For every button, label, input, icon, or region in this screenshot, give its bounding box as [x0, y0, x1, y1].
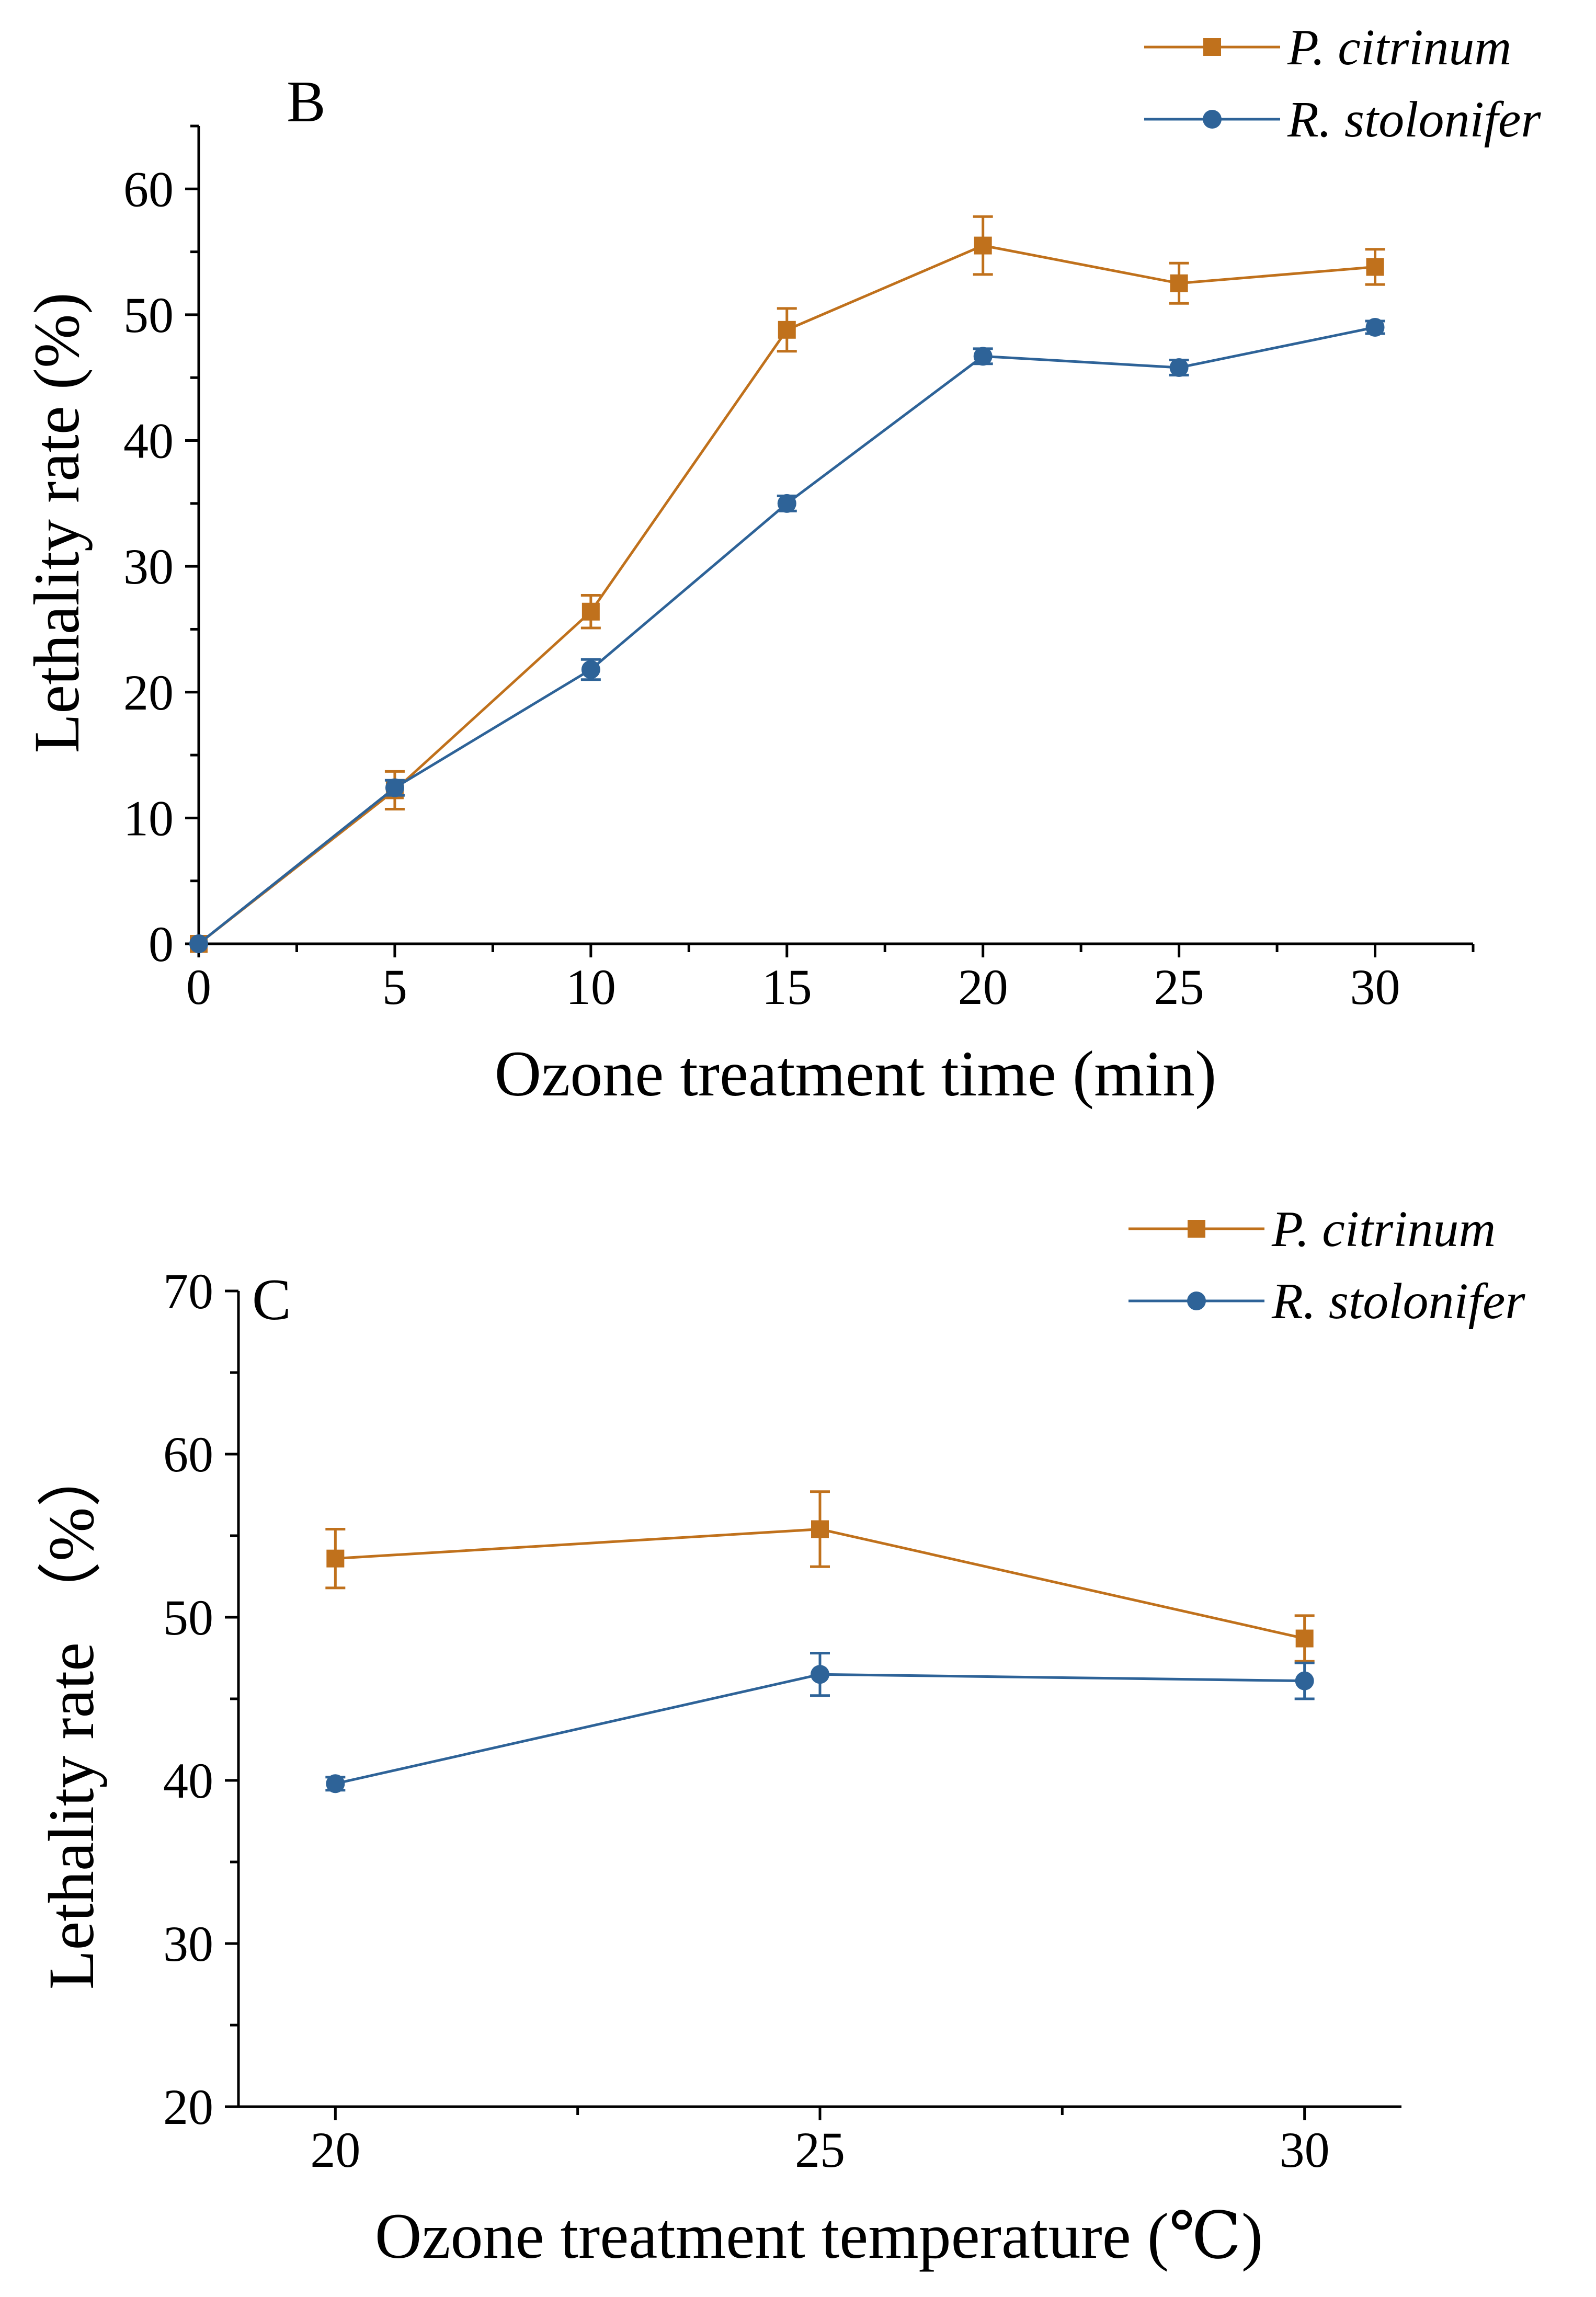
panel-b-y-tick-label: 40: [123, 413, 174, 469]
panel-b-series: [189, 215, 1385, 953]
panel-b-legend-marker-circle: [1203, 110, 1222, 129]
panel-b-data-point-square: [974, 236, 992, 255]
panel-b-legend-label: R. stolonifer: [1287, 92, 1541, 148]
panel-b-data-point-square: [582, 602, 600, 621]
panel-c-x-tick-label: 25: [795, 2122, 845, 2178]
panel-b-y-tick-label: 10: [123, 790, 174, 846]
panel-c-legend-label: R. stolonifer: [1271, 1273, 1525, 1330]
panel-b-y-tick-label: 60: [123, 161, 174, 217]
panel-b-data-point-circle: [189, 934, 208, 953]
panel-b-data-point-square: [1366, 258, 1384, 276]
panel-c-data-point-square: [811, 1520, 829, 1538]
panel-b-data-point-circle: [581, 660, 600, 679]
panel-b-legend-marker-square: [1203, 38, 1221, 56]
panel-c-y-tick-label: 40: [163, 1753, 213, 1809]
panel-c-x-tick-label: 20: [310, 2122, 360, 2178]
panel-c-y-tick-label: 20: [163, 2079, 213, 2135]
panel-c-legend-marker-circle: [1187, 1292, 1206, 1310]
panel-b-data-point-circle: [973, 347, 993, 366]
panel-b-legend: P. citrinum R. stolonifer: [1144, 19, 1541, 148]
panel-b-x-tick-label: 25: [1154, 959, 1204, 1015]
panel-c-legend-label: P. citrinum: [1271, 1201, 1496, 1258]
panel-c-legend: P. citrinum R. stolonifer: [1128, 1201, 1525, 1330]
panel-b-data-point-circle: [385, 778, 404, 797]
panel-b-data-point-circle: [777, 494, 796, 513]
panel-b-data-point-circle: [1365, 317, 1385, 337]
panel-b-x-tick-label: 0: [186, 959, 211, 1015]
panel-c-series: [325, 1490, 1315, 1793]
panel-c-data-point-circle: [811, 1665, 829, 1684]
chart-panel-b: B 0 5 10 15 20 25 30 0 10 20 30 40 50 60 P. citrinum R…: [21, 19, 1541, 1110]
panel-b-x-tick-label: 20: [958, 959, 1008, 1015]
panel-b-y-tick-label: 20: [123, 665, 174, 721]
panel-c-x-tick-label: 30: [1280, 2122, 1330, 2178]
panel-c-letter: C: [252, 1267, 291, 1332]
panel-b-letter: B: [287, 70, 326, 134]
panel-b-y-tick-label: 0: [149, 916, 174, 972]
panel-c-legend-marker-square: [1188, 1220, 1205, 1238]
panel-b-x-tick-label: 30: [1350, 959, 1400, 1015]
panel-b-data-point-square: [1170, 274, 1188, 292]
panel-b-x-tick-label: 10: [566, 959, 616, 1015]
panel-b-axes: 0 5 10 15 20 25 30 0 10 20 30 40 50 60: [123, 124, 1475, 1015]
panel-c-data-point-square: [326, 1549, 345, 1568]
panel-b-y-tick-label: 50: [123, 287, 174, 343]
chart-panel-c: C 20 25 30 20 30 40 50 60 70 P. citrinum R. stolo…: [36, 1201, 1525, 2272]
panel-b-legend-label: P. citrinum: [1287, 19, 1511, 76]
panel-c-y-tick-label: 70: [163, 1263, 213, 1319]
panel-c-y-tick-label: 60: [163, 1426, 213, 1482]
panel-c-y-tick-label: 50: [163, 1590, 213, 1645]
panel-c-axes: 20 25 30 20 30 40 50 60 70: [163, 1263, 1401, 2178]
panel-b-x-axis-title: Ozone treatment time (min): [495, 1038, 1217, 1110]
panel-c-data-point-circle: [1295, 1671, 1314, 1690]
panel-c-data-point-square: [1295, 1629, 1314, 1648]
panel-b-y-tick-label: 30: [123, 539, 174, 595]
panel-c-data-point-circle: [326, 1774, 345, 1793]
panel-b-x-tick-label: 15: [762, 959, 812, 1015]
panel-b-y-axis-title: Lethality rate (%): [21, 292, 93, 753]
panel-c-y-axis-title: Lethality rate （%）: [36, 1443, 107, 1990]
panel-c-x-axis-title: Ozone treatment temperature (℃): [375, 2200, 1263, 2272]
panel-b-data-point-circle: [1169, 358, 1189, 377]
panel-b-x-tick-label: 5: [382, 959, 407, 1015]
panel-c-y-tick-label: 30: [163, 1916, 213, 1972]
panel-b-data-point-square: [778, 321, 796, 339]
